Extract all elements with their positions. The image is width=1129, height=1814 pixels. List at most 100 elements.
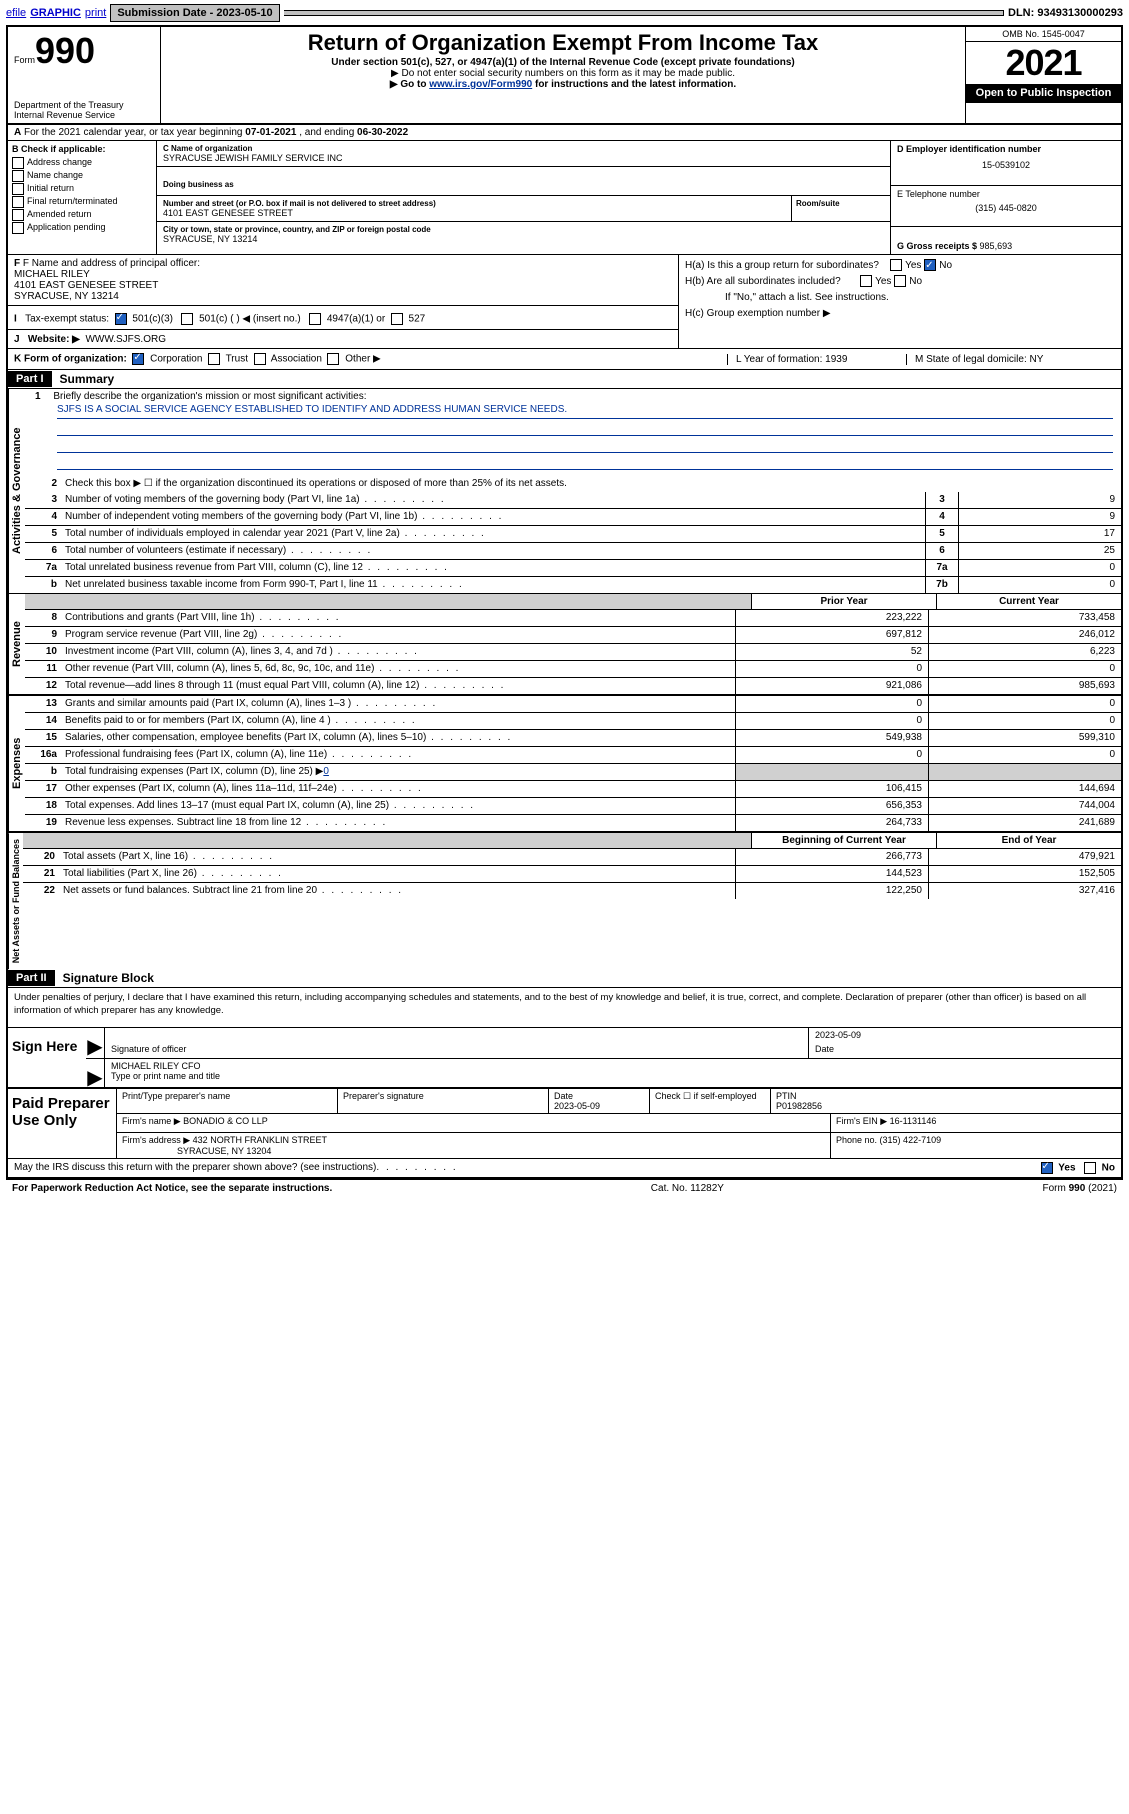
city-cell: City or town, state or province, country… [157, 222, 890, 247]
line-text: Total expenses. Add lines 13–17 (must eq… [61, 798, 735, 814]
amended-checkbox[interactable] [12, 209, 24, 221]
line-curr: 0 [928, 696, 1121, 712]
501c-label: 501(c) ( ) ◀ (insert no.) [199, 314, 301, 325]
line-15: 15 Salaries, other compensation, employe… [25, 730, 1121, 747]
line-text: Grants and similar amounts paid (Part IX… [61, 696, 735, 712]
line-curr: 241,689 [928, 815, 1121, 831]
hc-label: H(c) Group exemption number ▶ [685, 308, 831, 319]
room-suite-cell: Room/suite [792, 196, 890, 221]
assoc-checkbox[interactable] [254, 353, 266, 365]
hb-label: H(b) Are all subordinates included? [685, 276, 841, 287]
initial-return-checkbox[interactable] [12, 183, 24, 195]
street-label: Number and street (or P.O. box if mail i… [163, 199, 785, 208]
line-curr: 6,223 [928, 644, 1121, 660]
501c3-label: 501(c)(3) [132, 314, 173, 325]
officer-name: MICHAEL RILEY [14, 269, 90, 280]
line-text: Number of voting members of the governin… [61, 492, 925, 508]
header-mid: Return of Organization Exempt From Incom… [161, 27, 965, 123]
l-value: 1939 [825, 354, 847, 365]
line-num: 6 [25, 543, 61, 559]
gov-line-7a: 7a Total unrelated business revenue from… [25, 560, 1121, 577]
line-num: 14 [25, 713, 61, 729]
line-curr: 0 [928, 713, 1121, 729]
4947-checkbox[interactable] [309, 313, 321, 325]
line-curr: 144,694 [928, 781, 1121, 797]
line16b-val: 0 [323, 766, 329, 777]
ha-no-checkbox[interactable] [924, 259, 936, 271]
line-curr: 327,416 [928, 883, 1121, 899]
column-b-checkboxes: B Check if applicable: Address change Na… [8, 141, 157, 254]
self-employed-check: Check ☐ if self-employed [650, 1089, 771, 1113]
line-prior: 921,086 [735, 678, 928, 694]
app-pending-checkbox[interactable] [12, 222, 24, 234]
line-curr: 246,012 [928, 627, 1121, 643]
discuss-dots [376, 1162, 457, 1174]
corp-label: Corporation [150, 354, 202, 365]
header-sub3: ▶ Go to www.irs.gov/Form990 for instruct… [165, 79, 961, 90]
firm-addr2: SYRACUSE, NY 13204 [177, 1146, 271, 1156]
line-box: 7b [925, 577, 958, 593]
ha-no: No [939, 260, 952, 271]
form-title: Return of Organization Exempt From Incom… [165, 30, 961, 56]
discuss-row: May the IRS discuss this return with the… [8, 1159, 1121, 1178]
line-val: 25 [958, 543, 1121, 559]
top-bar: efile GRAPHIC print Submission Date - 20… [6, 4, 1123, 22]
discuss-yes-checkbox[interactable] [1041, 1162, 1053, 1174]
line-8: 8 Contributions and grants (Part VIII, l… [25, 610, 1121, 627]
discuss-text: May the IRS discuss this return with the… [14, 1162, 376, 1174]
irs-label: Internal Revenue Service [14, 110, 154, 120]
graphic-link[interactable]: GRAPHIC [30, 7, 81, 19]
part-1-header-row: Part I Summary [8, 370, 1121, 389]
line-num: 11 [25, 661, 61, 677]
4947-label: 4947(a)(1) or [327, 314, 385, 325]
omb-number: OMB No. 1545-0047 [966, 27, 1121, 42]
form-border: Form990 Department of the Treasury Inter… [6, 25, 1123, 1180]
room-suite-label: Room/suite [796, 199, 886, 208]
addr-change-checkbox[interactable] [12, 157, 24, 169]
line-num: 22 [23, 883, 59, 899]
line-box: 6 [925, 543, 958, 559]
street-row: Number and street (or P.O. box if mail i… [157, 196, 890, 222]
sub3-pre: ▶ Go to [390, 79, 429, 90]
line-num: 13 [25, 696, 61, 712]
501c3-checkbox[interactable] [115, 313, 127, 325]
line16b-curr-shade [928, 764, 1121, 780]
line-curr: 733,458 [928, 610, 1121, 626]
ha-yes-checkbox[interactable] [890, 259, 902, 271]
final-return-checkbox[interactable] [12, 196, 24, 208]
line-prior: 266,773 [735, 849, 928, 865]
paperwork-notice: For Paperwork Reduction Act Notice, see … [12, 1183, 332, 1194]
print-link[interactable]: print [85, 7, 106, 19]
cat-number: Cat. No. 11282Y [651, 1183, 724, 1194]
other-label: Other ▶ [345, 354, 380, 365]
line-text: Other expenses (Part IX, column (A), lin… [61, 781, 735, 797]
firm-addr-label: Firm's address ▶ [122, 1135, 190, 1145]
line-prior: 0 [735, 747, 928, 763]
other-checkbox[interactable] [327, 353, 339, 365]
trust-checkbox[interactable] [208, 353, 220, 365]
527-checkbox[interactable] [391, 313, 403, 325]
hb-yes-checkbox[interactable] [860, 275, 872, 287]
sig-officer-label: Signature of officer [111, 1044, 802, 1054]
k-label: K Form of organization: [14, 354, 127, 365]
street-value: 4101 EAST GENESEE STREET [163, 208, 785, 218]
efile-link[interactable]: efile [6, 7, 26, 19]
dln-label: DLN: 93493130000293 [1008, 7, 1123, 19]
line-prior: 223,222 [735, 610, 928, 626]
print-name-label: Print/Type preparer's name [117, 1089, 338, 1113]
line-text: Total assets (Part X, line 16) [59, 849, 735, 865]
m-label: M State of legal domicile: [915, 354, 1030, 365]
corp-checkbox[interactable] [132, 353, 144, 365]
begin-end-header: Beginning of Current Year End of Year [23, 833, 1121, 849]
line-num: 9 [25, 627, 61, 643]
discuss-no-checkbox[interactable] [1084, 1162, 1096, 1174]
dept-treasury: Department of the Treasury [14, 100, 154, 110]
paid-date-value: 2023-05-09 [554, 1101, 600, 1111]
line-num: 7a [25, 560, 61, 576]
name-change-checkbox[interactable] [12, 170, 24, 182]
501c-checkbox[interactable] [181, 313, 193, 325]
hb-no-checkbox[interactable] [894, 275, 906, 287]
revenue-block: Revenue Prior Year Current Year 8 Contri… [8, 593, 1121, 696]
col-f-and-i-j: F F Name and address of principal office… [8, 255, 679, 348]
irs-form990-link[interactable]: www.irs.gov/Form990 [429, 79, 532, 90]
